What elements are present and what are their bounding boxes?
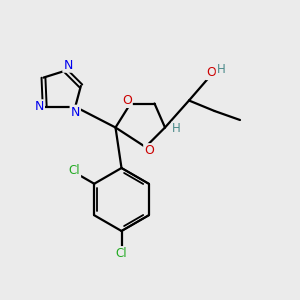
Text: Cl: Cl: [68, 164, 80, 178]
Text: N: N: [70, 106, 80, 119]
Text: O: O: [144, 144, 154, 157]
Text: N: N: [34, 100, 44, 113]
Text: Cl: Cl: [116, 247, 127, 260]
Text: O: O: [206, 66, 216, 79]
Text: H: H: [172, 122, 181, 136]
Text: N: N: [63, 59, 73, 72]
Text: O: O: [122, 94, 132, 107]
Text: H: H: [217, 63, 226, 76]
